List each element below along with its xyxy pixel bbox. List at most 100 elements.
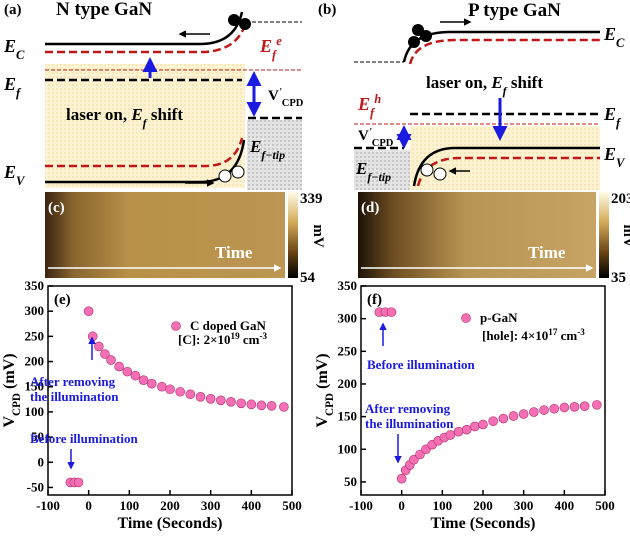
text-part: cm <box>557 328 577 343</box>
data-point <box>518 409 529 419</box>
text-part: laser on, <box>66 105 131 124</box>
band-label: EV <box>3 162 26 188</box>
panel-title: N type GaN <box>56 0 152 20</box>
data-point <box>146 378 157 389</box>
text-part: V <box>16 174 26 188</box>
data-point <box>461 424 472 435</box>
band-label: EC <box>603 24 625 50</box>
text-part: shift <box>147 105 184 124</box>
text-part: f <box>616 116 622 130</box>
y-tick-label: 150 <box>25 379 45 394</box>
annotation: [C]: 2×1019 cm-3 <box>178 331 268 347</box>
colorbar-min: 54 <box>300 270 316 286</box>
text-part: E <box>603 144 616 164</box>
annotation: the illumination <box>365 416 454 431</box>
data-point <box>478 419 488 430</box>
data-point <box>488 416 498 426</box>
data-point <box>453 426 464 437</box>
data-point <box>539 405 549 415</box>
text-part: laser on, <box>426 73 491 92</box>
text-part: V <box>1 416 18 428</box>
annotation: Before illumination <box>30 431 139 446</box>
band-label: Ef <box>3 74 22 100</box>
annotation: laser on, Ef shift <box>426 73 543 98</box>
x-tick-label: 500 <box>595 498 615 513</box>
text-part: (mV) <box>1 353 18 393</box>
text-part: V <box>616 156 626 170</box>
text-part: ' <box>369 127 372 138</box>
colorbar-label: mV <box>310 224 326 247</box>
text-part: Before illumination <box>367 357 476 372</box>
data-point <box>508 411 519 421</box>
y-tick-label: 350 <box>338 278 358 293</box>
text-part: the illumination <box>30 389 119 404</box>
data-point <box>529 407 539 417</box>
x-tick-label: 400 <box>242 498 262 513</box>
data-point <box>157 381 167 392</box>
x-axis-label: Time (Seconds) <box>117 515 222 532</box>
text-part: f <box>272 48 278 62</box>
text-part: (mV) <box>314 353 331 393</box>
text-part: f <box>16 86 22 100</box>
data-point <box>396 473 407 484</box>
y-tick-label: 150 <box>338 409 358 424</box>
text-part: -3 <box>577 327 585 337</box>
data-point <box>195 391 206 402</box>
text-part: Before illumination <box>30 431 139 446</box>
data-point <box>415 449 425 460</box>
data-point <box>236 398 246 409</box>
x-tick-label: -100 <box>349 498 373 513</box>
data-point <box>266 401 277 411</box>
legend-label: C doped GaN <box>190 318 266 333</box>
text-part: f <box>143 116 148 130</box>
panel-label: (d) <box>361 200 379 216</box>
text-part: C <box>16 48 25 62</box>
text-part: f <box>503 84 508 98</box>
text-part: E <box>355 159 367 178</box>
data-point <box>165 384 175 395</box>
data-point <box>106 355 116 365</box>
y-tick-label: 350 <box>25 278 45 293</box>
axis-label: Time <box>215 243 253 262</box>
y-tick-label: 0 <box>38 454 45 469</box>
text-part: E <box>3 36 16 56</box>
annotation: laser on, Ef shift <box>66 105 183 130</box>
band-diagram-a <box>45 11 302 190</box>
y-tick-label: 250 <box>25 328 45 343</box>
data-point <box>592 400 602 410</box>
x-tick-label: 200 <box>473 498 493 513</box>
text-part: E <box>603 104 616 124</box>
text-part: ' <box>279 87 282 98</box>
y-tick-label: 300 <box>25 303 45 318</box>
colorbar <box>599 192 609 278</box>
x-tick-label: 300 <box>514 498 534 513</box>
y-tick-label: -50 <box>27 479 44 494</box>
x-tick-label: 200 <box>160 498 180 513</box>
text-part: E <box>130 105 142 124</box>
x-tick-label: 0 <box>398 498 405 513</box>
y-tick-label: 50 <box>31 429 44 444</box>
y-tick-label: 100 <box>25 404 45 419</box>
panel-label: (b) <box>318 2 336 18</box>
data-point <box>579 401 590 411</box>
axis-label: Time <box>528 243 566 262</box>
band-label: EC <box>3 36 25 62</box>
x-tick-label: 500 <box>282 498 302 513</box>
panel-title: P type GaN <box>468 0 561 21</box>
colorbar-min: 35 <box>611 270 626 286</box>
text-part: h <box>374 92 381 106</box>
x-tick-label: 0 <box>85 498 92 513</box>
x-tick-label: 100 <box>120 498 140 513</box>
text-part: After removing <box>365 401 451 416</box>
text-part: V <box>268 88 279 104</box>
y-tick-label: 300 <box>338 311 358 326</box>
annotation: After removing <box>30 374 116 389</box>
panel-label: (c) <box>48 200 65 216</box>
text-part: C <box>616 36 625 50</box>
text-part: [C]: 2×10 <box>178 332 231 347</box>
band-label: EV <box>603 144 626 170</box>
band-label: Efh <box>357 92 381 120</box>
data-point <box>445 430 456 440</box>
y-tick-label: 200 <box>338 376 358 391</box>
y-tick-label: 250 <box>338 343 358 358</box>
